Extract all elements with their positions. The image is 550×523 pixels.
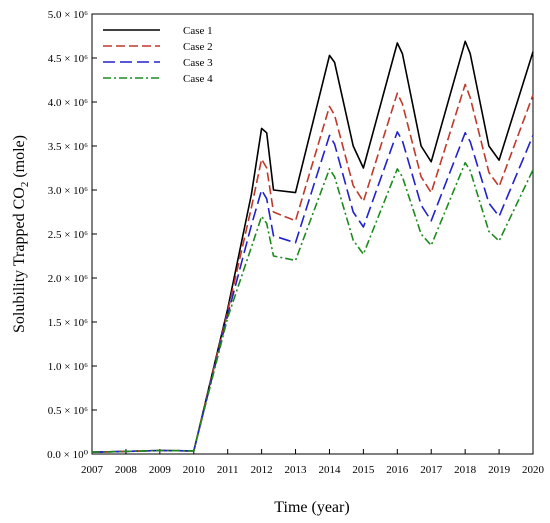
plot-frame xyxy=(91,13,534,455)
y-tick-label: 1.0 × 10⁶ xyxy=(48,361,88,373)
x-tick-label: 2019 xyxy=(488,464,511,476)
y-tick-label: 4.5 × 10⁶ xyxy=(48,53,88,65)
x-tick-label: 2020 xyxy=(522,464,545,476)
x-tick-label: 2016 xyxy=(386,464,409,476)
x-tick-label: 2014 xyxy=(318,464,341,476)
y-axis-title-main: Solubility Trapped CO xyxy=(11,187,28,333)
y-tick-label: 2.0 × 10⁶ xyxy=(48,273,88,285)
y-tick-label: 0.0 × 10⁰ xyxy=(47,449,88,461)
series-line-case-4 xyxy=(91,161,534,453)
y-tick-label: 0.5 × 10⁶ xyxy=(48,405,88,417)
x-tick-label: 2007 xyxy=(81,464,104,476)
y-tick-label: 5.0 × 10⁶ xyxy=(48,9,88,21)
y-tick-label: 3.5 × 10⁶ xyxy=(48,141,88,153)
x-axis-ticks: 2007 2008 2009 2010 2011 2012 2013 2014 2015 2016… xyxy=(81,449,545,476)
legend: Case 1 Case 2 Case 3 Case 4 xyxy=(103,25,213,85)
legend-label-case-2: Case 2 xyxy=(183,41,213,53)
x-tick-label: 2008 xyxy=(115,464,138,476)
x-tick-label: 2015 xyxy=(352,464,375,476)
y-tick-label: 4.0 × 10⁶ xyxy=(48,97,88,109)
y-axis-title: Solubility Trapped CO2 (mole) xyxy=(11,135,31,333)
y-tick-label: 1.5 × 10⁶ xyxy=(48,317,88,329)
x-axis-title: Time (year) xyxy=(274,499,349,516)
x-tick-label: 2011 xyxy=(217,464,239,476)
y-axis-title-sub: 2 xyxy=(19,182,31,188)
legend-label-case-4: Case 4 xyxy=(183,73,213,85)
y-tick-label: 3.0 × 10⁶ xyxy=(48,185,88,197)
legend-label-case-1: Case 1 xyxy=(183,25,213,37)
y-axis-ticks: 0.0 × 10⁰ 0.5 × 10⁶ 1.0 × 10⁶ 1.5 × 10⁶ 2.0 … xyxy=(47,9,97,461)
x-tick-label: 2017 xyxy=(420,464,443,476)
x-tick-label: 2018 xyxy=(454,464,477,476)
legend-label-case-3: Case 3 xyxy=(183,57,213,69)
series-layer xyxy=(91,40,534,453)
x-tick-label: 2010 xyxy=(183,464,206,476)
series-line-case-3 xyxy=(91,131,534,453)
y-axis-title-unit: (mole) xyxy=(11,135,28,182)
x-tick-label: 2013 xyxy=(285,464,308,476)
series-line-case-2 xyxy=(91,83,534,453)
y-tick-label: 2.5 × 10⁶ xyxy=(48,229,88,241)
series-line-case-1 xyxy=(91,40,534,453)
x-tick-label: 2009 xyxy=(149,464,172,476)
x-tick-label: 2012 xyxy=(251,464,273,476)
